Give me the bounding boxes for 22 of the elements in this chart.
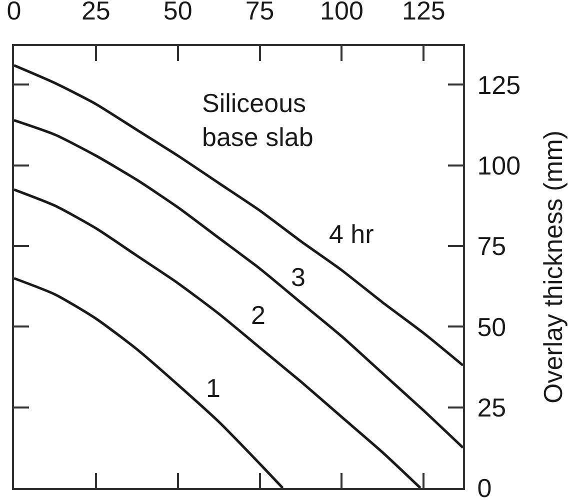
x-tick-label: 25: [81, 0, 110, 26]
y-tick-label: 75: [477, 231, 506, 262]
x-tick-label: 75: [245, 0, 274, 26]
x-tick-label: 0: [6, 0, 22, 26]
y-tick-label: 50: [477, 312, 506, 342]
x-tick-label: 50: [163, 0, 192, 26]
x-tick-label: 125: [402, 0, 446, 26]
line-series: [14, 276, 284, 488]
y-axis-title: Overlay thickness (mm): [538, 130, 568, 404]
series-label: 2: [251, 300, 266, 330]
series-label: 4 hr: [329, 219, 374, 249]
series-label: 1: [206, 373, 220, 403]
y-tick-label: 25: [477, 392, 506, 422]
line-series: [14, 118, 463, 449]
series-label: 3: [291, 262, 306, 292]
y-tick-label: 125: [477, 70, 521, 100]
line-series: [14, 188, 422, 488]
y-tick-label: 100: [477, 150, 521, 180]
x-tick-label: 100: [320, 0, 364, 26]
annotation: Siliceous base slab: [202, 88, 314, 152]
y-tick-label: 0: [477, 473, 492, 504]
line-series: [14, 64, 463, 367]
